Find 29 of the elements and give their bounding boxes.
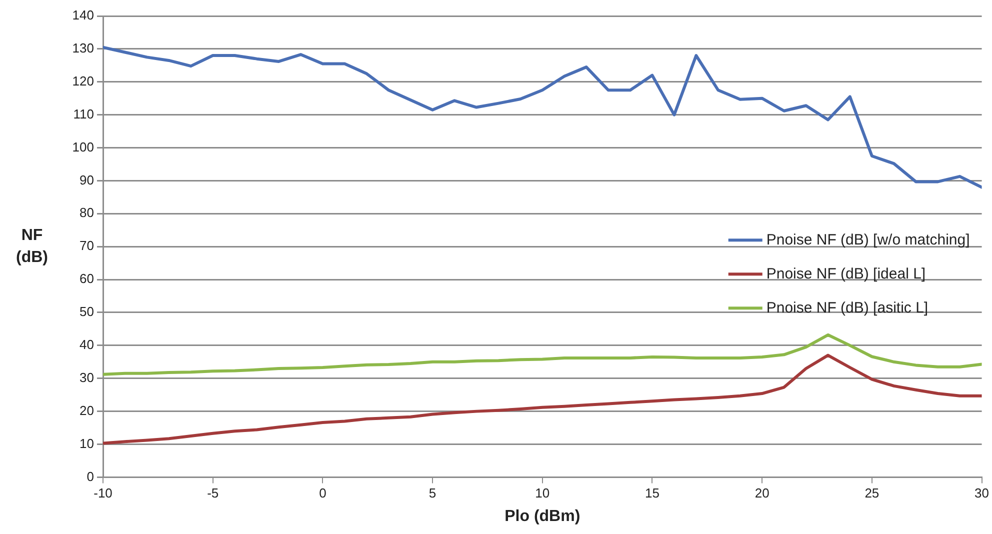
y-tick-label: 110 (73, 106, 94, 122)
x-axis-title: Plo (dBm) (504, 508, 580, 525)
y-axis-title: NF (dB) (16, 227, 48, 266)
y-tick-label: 30 (80, 370, 94, 385)
y-tick-label: 100 (72, 139, 94, 154)
x-tick-label: 25 (864, 486, 880, 501)
x-tick-label: 0 (319, 486, 326, 501)
y-tick-label: 50 (80, 304, 94, 320)
y-tick-label: 80 (80, 205, 94, 220)
x-tick-label: 20 (754, 486, 770, 501)
legend-label: Pnoise NF (dB) [w/o matching] (766, 231, 970, 248)
legend-label: Pnoise NF (dB) [asitic L] (766, 299, 928, 316)
y-tick-label: 120 (72, 73, 94, 88)
y-tick-label: 10 (80, 436, 94, 451)
y-tick-label: 130 (72, 40, 94, 56)
legend-label: Pnoise NF (dB) [ideal L] (766, 265, 926, 282)
x-tick-label: 15 (644, 486, 660, 501)
y-tick-label: 140 (72, 8, 94, 23)
y-tick-label: 60 (80, 271, 94, 286)
y-tick-label: 40 (80, 337, 94, 352)
x-tick-label: 30 (974, 486, 990, 501)
x-tick-label: 10 (535, 486, 550, 501)
x-tick-label: 5 (428, 486, 436, 501)
y-tick-label: 0 (86, 468, 94, 484)
x-tick-label: -5 (207, 486, 219, 501)
y-tick-label: 90 (80, 172, 94, 188)
y-tick-label: 20 (80, 402, 94, 418)
x-tick-label: -10 (94, 486, 112, 501)
y-tick-label: 70 (80, 238, 94, 254)
